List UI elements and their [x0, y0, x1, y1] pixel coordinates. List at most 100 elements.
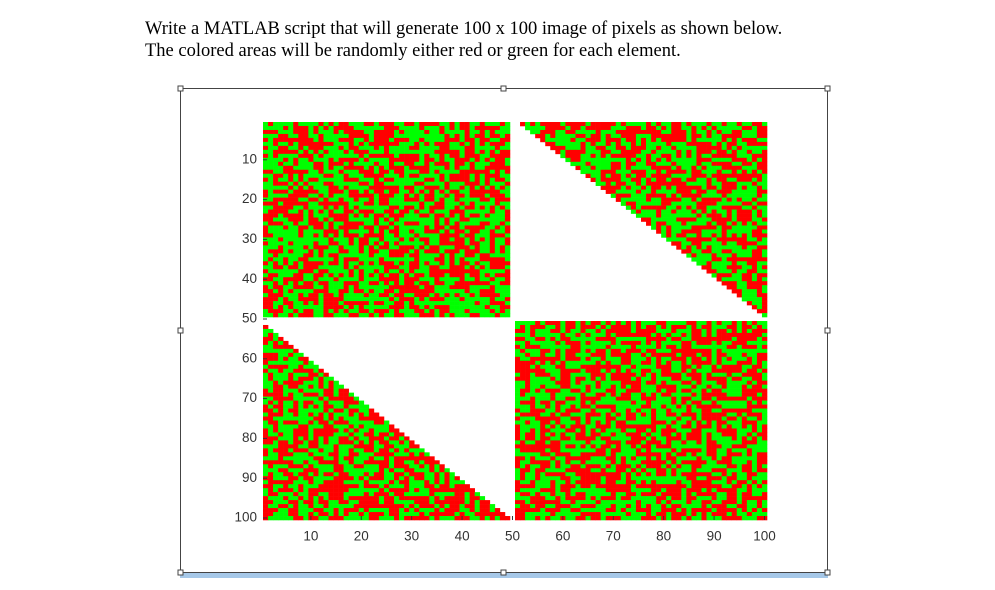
pixel	[439, 201, 445, 206]
pixel	[434, 125, 440, 131]
pixel	[459, 145, 465, 151]
pixel	[268, 177, 274, 182]
pixel	[600, 344, 607, 350]
pixel	[378, 301, 385, 306]
pixel	[499, 122, 506, 127]
pixel	[656, 344, 662, 350]
pixel	[661, 396, 667, 401]
pixel	[630, 193, 637, 198]
pixel	[288, 269, 294, 274]
pixel	[363, 285, 370, 290]
pixel	[721, 161, 727, 167]
pixel	[278, 253, 284, 258]
pixel	[288, 392, 294, 397]
pixel	[600, 328, 607, 334]
pixel	[278, 161, 284, 167]
pixel	[620, 368, 627, 374]
pixel	[358, 201, 365, 206]
pixel	[394, 157, 400, 163]
pixel	[736, 189, 743, 194]
pixel	[625, 352, 632, 358]
pixel	[449, 257, 455, 262]
pixel	[641, 213, 647, 218]
pixel	[681, 205, 687, 210]
pixel	[615, 392, 622, 397]
pixel	[489, 229, 496, 234]
pixel	[333, 189, 339, 194]
pixel	[580, 372, 586, 378]
pixel	[630, 125, 637, 131]
pixel	[298, 201, 304, 206]
pixel	[459, 125, 465, 131]
pixel	[469, 313, 475, 318]
pixel	[641, 129, 647, 135]
pixel	[756, 321, 763, 326]
pixel	[555, 125, 561, 131]
pixel	[368, 189, 375, 194]
pixel	[741, 229, 748, 234]
pixel	[328, 173, 334, 179]
pixel	[313, 245, 319, 250]
pixel	[615, 384, 622, 389]
pixel	[479, 301, 486, 306]
pixel	[414, 173, 420, 179]
pixel	[706, 249, 712, 254]
pixel	[600, 332, 607, 338]
pixel	[358, 122, 365, 127]
pixel	[575, 141, 581, 147]
pixel	[751, 161, 758, 167]
pixel	[540, 364, 546, 370]
pixel	[303, 356, 309, 362]
pixel	[530, 332, 536, 338]
pixel	[661, 145, 667, 151]
pixel	[736, 122, 743, 127]
pixel	[429, 185, 435, 190]
pixel	[469, 217, 475, 222]
pixel	[751, 149, 758, 155]
pixel	[545, 122, 551, 127]
pixel	[464, 197, 470, 202]
pixel	[409, 297, 415, 302]
pixel	[434, 309, 440, 314]
pixel	[358, 245, 365, 250]
pixel	[419, 309, 425, 314]
pixel	[736, 229, 743, 234]
pixel	[706, 133, 712, 139]
pixel	[580, 125, 586, 131]
pixel	[378, 277, 385, 282]
pixel	[363, 305, 370, 310]
pixel	[751, 201, 758, 206]
pixel	[520, 396, 526, 401]
pixel	[615, 321, 622, 326]
pixel	[691, 392, 697, 397]
pixel	[686, 225, 692, 230]
pixel	[308, 165, 314, 171]
pixel	[706, 153, 712, 159]
pixel	[363, 149, 370, 155]
pixel	[499, 189, 506, 194]
pixel	[610, 157, 617, 163]
pixel	[560, 336, 566, 342]
pixel	[288, 221, 294, 226]
pixel	[731, 364, 738, 370]
pixel	[751, 384, 758, 389]
pixel	[283, 201, 289, 206]
pixel	[585, 396, 591, 401]
pixel	[449, 245, 455, 250]
pixel	[313, 241, 319, 246]
pixel	[671, 197, 677, 202]
pixel	[691, 229, 697, 234]
pixel	[751, 165, 758, 171]
pixel	[545, 129, 551, 135]
pixel	[268, 305, 274, 310]
pixel	[590, 396, 596, 401]
pixel	[278, 344, 284, 350]
pixel	[585, 360, 591, 366]
pixel	[580, 388, 586, 393]
pixel	[661, 344, 667, 350]
pixel	[661, 229, 667, 234]
pixel	[348, 301, 355, 306]
pixel	[646, 137, 652, 143]
pixel	[625, 360, 632, 366]
pixel	[681, 221, 687, 226]
